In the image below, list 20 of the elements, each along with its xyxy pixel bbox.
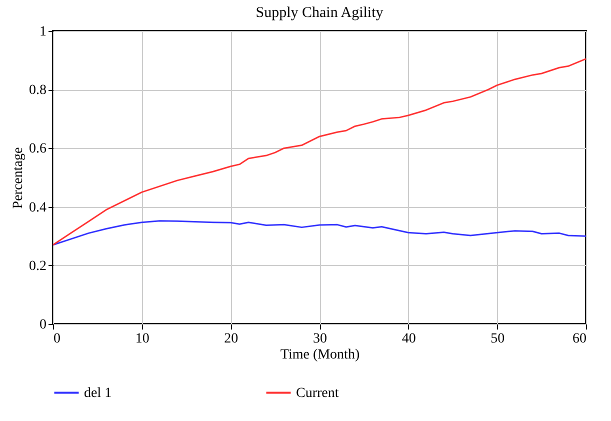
x-tick-label: 10 (135, 332, 150, 346)
x-tick-label: 60 (572, 332, 586, 346)
y-tick-label: 0.6 (29, 142, 46, 157)
x-axis-title: Time (Month) (280, 348, 360, 362)
y-tick-label: 1 (40, 24, 46, 40)
chart-title: Supply Chain Agility (256, 5, 384, 21)
y-tick-label: 0.4 (29, 200, 46, 216)
line-series (52, 220, 587, 246)
y-tick-label: 0.8 (29, 83, 46, 98)
legend-label: del 1 (84, 386, 112, 401)
x-tick-label: 20 (224, 332, 238, 346)
x-tick-label: 0 (54, 332, 60, 346)
line-series (52, 58, 587, 246)
legend-label: Current (296, 386, 339, 401)
y-tick-label: 0 (40, 318, 46, 332)
y-axis-title: Percentage (11, 147, 26, 209)
y-tick-label: 0.2 (29, 258, 46, 274)
x-tick-label: 50 (490, 332, 505, 346)
x-tick-label: 30 (313, 332, 327, 346)
x-tick-label: 40 (402, 332, 416, 346)
